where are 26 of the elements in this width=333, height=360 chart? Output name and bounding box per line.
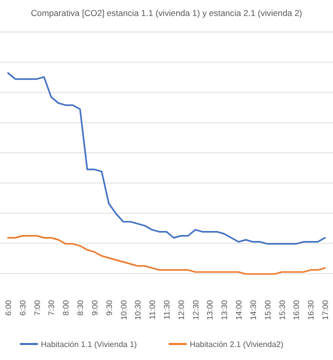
x-tick-label: 11:00 [148,299,158,320]
x-tick-label: 6:00 [4,299,13,316]
x-tick-label: 8:30 [76,299,86,316]
x-tick-label: 11:30 [162,299,172,320]
x-tick-label: 6:30 [18,299,28,316]
chart-title: Comparativa [CO2] estancia 1.1 (vivienda 1) y estancia 2.1 (vivienda 2) [30,8,302,18]
x-tick-label: 9:00 [90,299,100,316]
x-tick-label: 15:00 [263,299,272,320]
x-tick-label: 14:00 [234,299,244,320]
x-tick-label: 10:00 [119,299,128,320]
x-tick-label: 7:00 [32,299,42,316]
x-tick-label: 13:30 [220,299,230,320]
x-tick-label: 13:00 [206,299,215,320]
x-tick-label: 10:30 [134,299,143,320]
x-tick-label: 16:00 [292,299,302,320]
x-tick-label: 8:00 [62,299,71,316]
x-tick-label: 15:30 [278,299,287,320]
x-tick-label: 9:30 [104,299,114,316]
x-tick-label: 12:00 [176,299,186,320]
legend-label: Habitación 1.1 (Vivienda 1) [40,340,138,349]
legend-label: Habitación 2.1 (Vivienda2) [190,340,284,349]
x-tick-label: 12:30 [191,299,200,320]
x-tick-label: 16:30 [306,299,316,320]
x-tick-label: 14:30 [248,299,258,320]
x-tick-label: 7:30 [47,299,56,316]
x-tick-label: 17:00 [321,299,330,320]
